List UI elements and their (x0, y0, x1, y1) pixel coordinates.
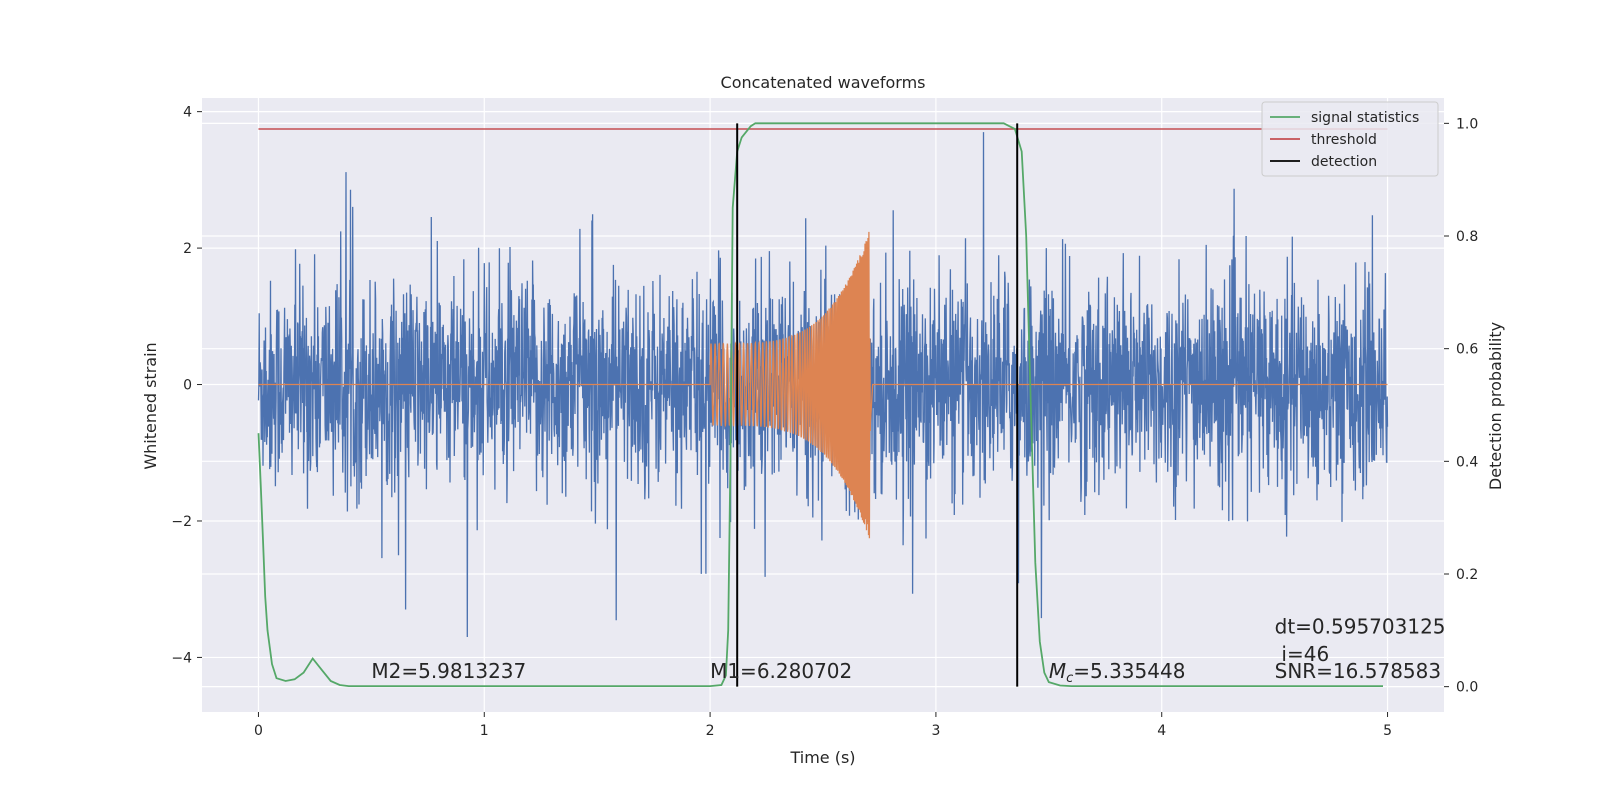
annotation-text: i=46 (1281, 642, 1329, 666)
y-tick-label: 4 (183, 105, 192, 121)
x-tick-label: 4 (1157, 723, 1166, 739)
y2-tick-label: 0.4 (1456, 454, 1478, 470)
y-tick-label: 2 (183, 241, 192, 257)
x-tick-label: 1 (480, 723, 489, 739)
annotations: M2=5.9813237 M1=6.280702 Mc=5.335448 dt=0.5… (371, 615, 1445, 686)
ticks: 0 1 2 3 4 5 4 2 0 −2 −4 1.0 0.8 0.6 0.4 0.2 0.0 (171, 105, 1478, 739)
y2-axis-label: Detection probability (1486, 322, 1505, 490)
legend-label: detection (1311, 154, 1377, 170)
legend: signal statistics threshold detection (1261, 101, 1439, 177)
y-axis-label: Whitened strain (141, 342, 160, 469)
y2-tick-label: 0.6 (1456, 342, 1478, 358)
y-tick-label: −4 (171, 650, 192, 666)
x-tick-label: 0 (254, 723, 263, 739)
y2-tick-label: 0.0 (1456, 680, 1478, 696)
legend-label: signal statistics (1311, 110, 1419, 126)
signal-statistics-line (257, 122, 1383, 687)
x-tick-label: 3 (931, 723, 940, 739)
annotation-text: M2=5.9813237 (371, 659, 526, 683)
annotation-text: SNR=16.578583 (1275, 659, 1441, 683)
chart-title: Concatenated waveforms (721, 73, 926, 92)
y2-tick-label: 0.8 (1456, 229, 1478, 245)
x-tick-label: 2 (706, 723, 715, 739)
y-tick-label: 0 (183, 378, 192, 394)
annotation-text: dt=0.595703125 (1275, 615, 1446, 639)
annotation-text: M1=6.280702 (710, 659, 852, 683)
x-tick-label: 5 (1383, 723, 1392, 739)
legend-box (1261, 101, 1439, 177)
strain-series-line (257, 132, 1389, 638)
legend-label: threshold (1311, 132, 1377, 148)
annotation-text: Mc=5.335448 (1049, 659, 1186, 686)
data-layer (257, 122, 1389, 687)
y2-tick-label: 0.2 (1456, 567, 1478, 583)
y2-tick-label: 1.0 (1456, 116, 1478, 132)
y-tick-label: −2 (171, 514, 192, 530)
x-axis-label: Time (s) (789, 748, 855, 767)
